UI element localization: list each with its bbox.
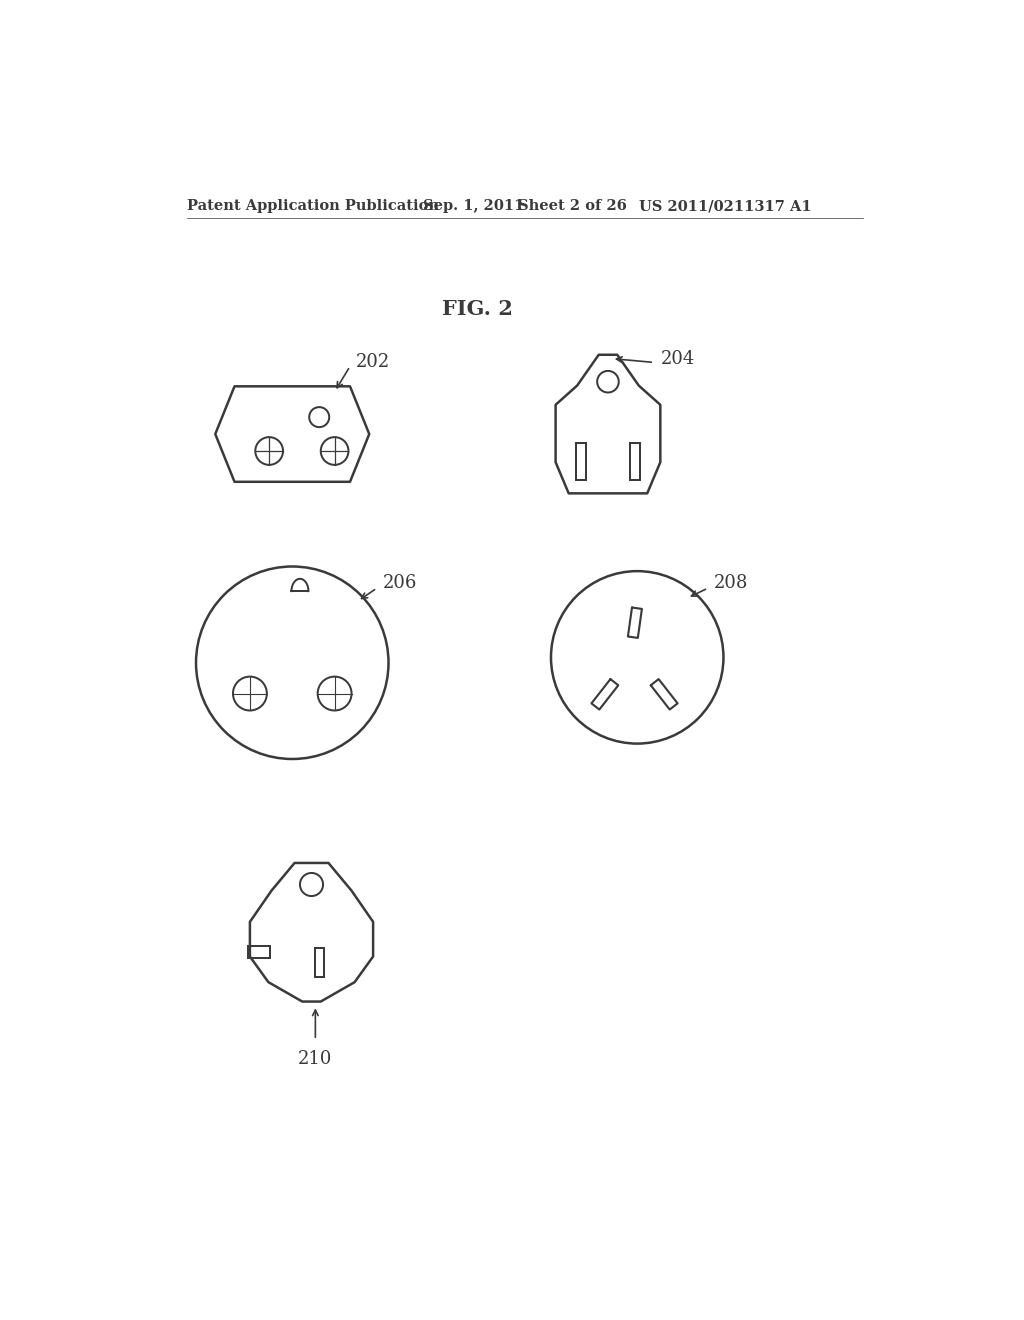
Text: 202: 202: [355, 354, 390, 371]
Bar: [631, 444, 640, 480]
Text: 208: 208: [714, 574, 749, 593]
Text: Sheet 2 of 26: Sheet 2 of 26: [518, 199, 627, 213]
Text: 210: 210: [298, 1051, 333, 1068]
Text: 204: 204: [660, 350, 694, 367]
Text: 206: 206: [383, 574, 418, 593]
Text: US 2011/0211317 A1: US 2011/0211317 A1: [639, 199, 811, 213]
Bar: [314, 948, 324, 977]
Bar: [249, 946, 270, 958]
Bar: [577, 444, 586, 480]
Text: FIG. 2: FIG. 2: [442, 298, 513, 318]
Text: Sep. 1, 2011: Sep. 1, 2011: [423, 199, 524, 213]
Text: Patent Application Publication: Patent Application Publication: [186, 199, 438, 213]
